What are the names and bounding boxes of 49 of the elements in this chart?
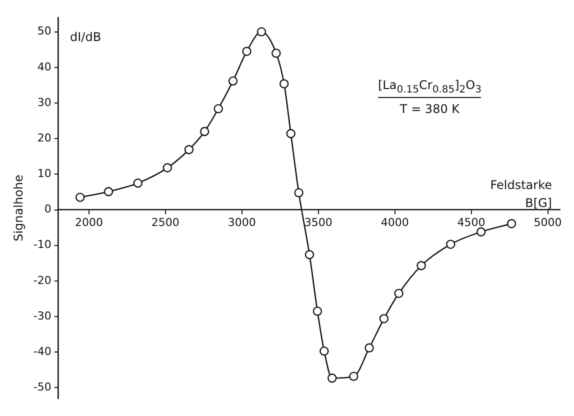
y-tick-label: -10 <box>33 238 52 252</box>
point <box>256 27 266 36</box>
y-tick-label: 0 <box>44 202 52 216</box>
point <box>286 129 296 138</box>
point <box>280 79 289 88</box>
point <box>364 343 374 352</box>
y-tick-label: 20 <box>37 131 52 144</box>
annotation: T = 380 K <box>398 102 461 116</box>
y-tick-label: -50 <box>33 380 52 394</box>
x-tick-label: 4000 <box>380 216 409 230</box>
point <box>394 288 404 298</box>
y-tick-label: 40 <box>37 60 52 74</box>
point <box>379 314 389 324</box>
point <box>312 306 322 316</box>
point <box>304 250 314 260</box>
point <box>294 188 304 198</box>
point <box>75 192 85 202</box>
y-tick-label: -20 <box>33 274 52 287</box>
x-axis-title: Feldstarke B[G] <box>490 177 552 212</box>
point <box>200 126 210 136</box>
x-tick-label: 2000 <box>74 216 103 230</box>
x-tick-label: 5000 <box>534 216 562 230</box>
x-tick-label: 4500 <box>457 216 486 230</box>
point <box>446 240 456 249</box>
point <box>416 261 426 270</box>
point <box>349 372 358 381</box>
annotation: dI/dB <box>70 30 102 44</box>
annotation: [La$_{0.15}$Cr$_{0.85}$]$_{2}$O$_{3}$ <box>378 78 482 98</box>
point <box>162 163 172 172</box>
point <box>328 374 337 383</box>
point <box>476 227 486 236</box>
point <box>506 219 516 228</box>
y-tick-label: 50 <box>37 24 52 38</box>
y-tick-label: -40 <box>33 344 52 358</box>
point <box>104 187 114 196</box>
y-tick-label: 30 <box>37 96 52 109</box>
point <box>133 178 142 188</box>
x-tick-label: 3500 <box>304 216 332 230</box>
point <box>228 76 238 86</box>
point <box>214 104 223 114</box>
point <box>272 48 281 58</box>
y-tick-label: -30 <box>33 309 52 322</box>
point <box>242 46 252 56</box>
y-tick-label: 10 <box>37 167 52 180</box>
x-tick-label: 3000 <box>228 216 256 230</box>
point <box>320 346 329 356</box>
point <box>184 145 194 154</box>
x-tick-label: 2500 <box>151 216 180 230</box>
y-axis-title: Signalhohe <box>11 174 26 242</box>
